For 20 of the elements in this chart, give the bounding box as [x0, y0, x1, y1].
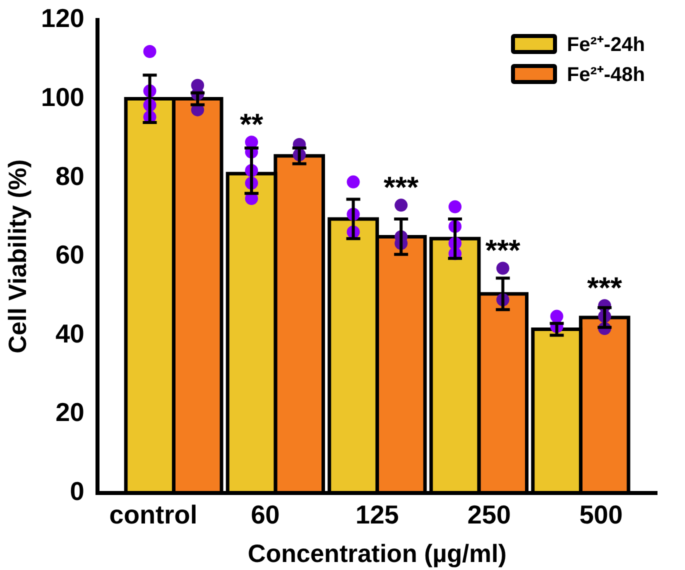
- y-tick-label: 60: [55, 240, 84, 270]
- x-axis-title: Concentration (µg/ml): [248, 540, 507, 568]
- y-tick-label: 0: [70, 476, 84, 506]
- y-tick-label: 120: [40, 3, 84, 34]
- annotation: ***: [485, 234, 521, 268]
- annotation: ***: [384, 171, 419, 204]
- annotation: ***: [587, 272, 622, 305]
- legend-label: Fe²⁺-48h: [566, 63, 645, 87]
- x-tick-label: 60: [250, 500, 280, 530]
- x-tick-label: 500: [579, 500, 623, 530]
- y-tick-label: 20: [55, 397, 84, 428]
- x-tick-label: 250: [467, 500, 511, 530]
- y-tick-label: 100: [40, 82, 84, 112]
- y-axis-title: Cell Viability (%): [4, 159, 32, 354]
- legend-label: Fe²⁺-24h: [566, 33, 645, 57]
- y-tick-label: 80: [55, 160, 84, 191]
- x-tick-label: control: [109, 500, 198, 530]
- annotation: **: [240, 108, 264, 142]
- x-tick-label: 125: [355, 500, 399, 530]
- y-tick-label: 40: [55, 318, 84, 348]
